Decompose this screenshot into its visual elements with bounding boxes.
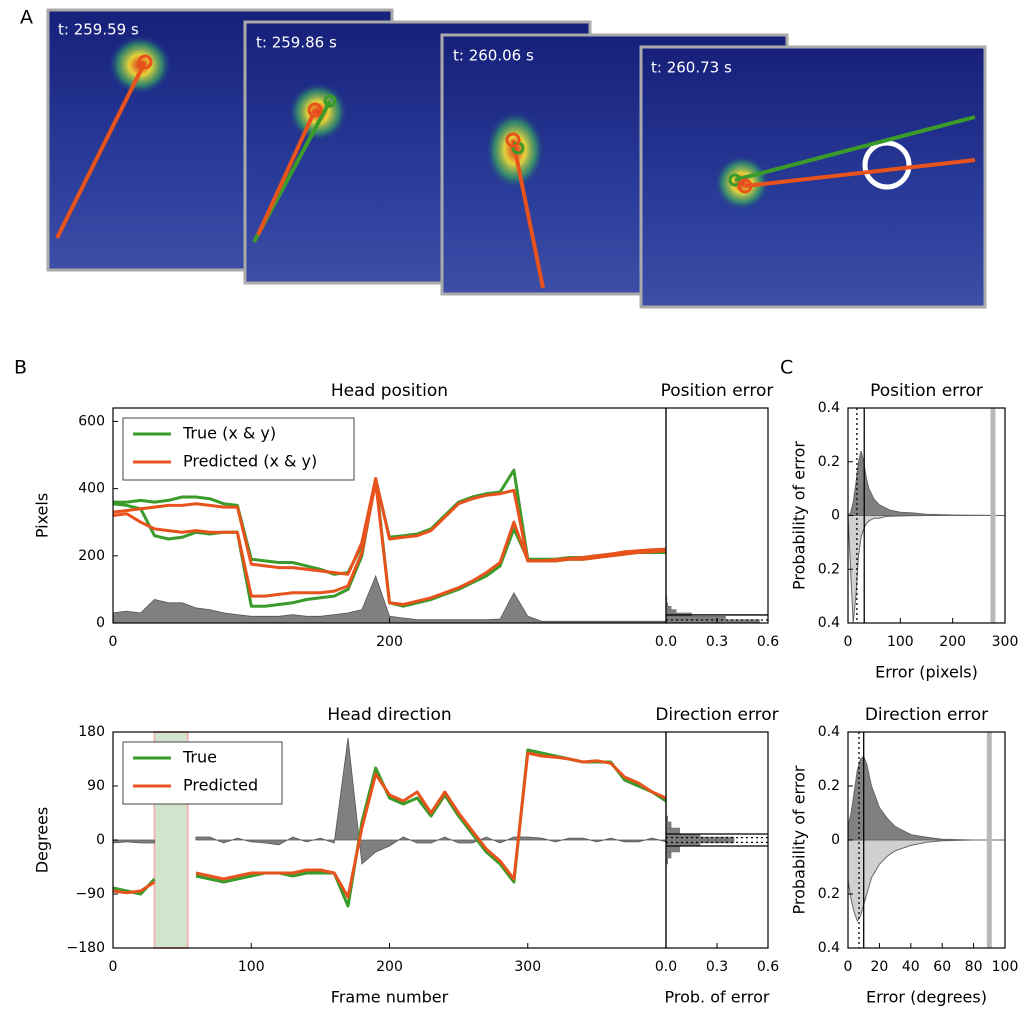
x-tick-label: 80: [965, 959, 983, 975]
x-tick-label: 0.3: [706, 959, 728, 975]
chart-title: Position error: [661, 381, 774, 401]
y-tick-label: 0: [831, 508, 840, 524]
frame-time: t: 259.86 s: [256, 34, 337, 52]
y-axis-label: Probability of error: [790, 765, 809, 914]
series-line: [112, 751, 667, 899]
panel-label: B: [14, 357, 27, 379]
y-tick-label: 0.2: [818, 778, 840, 794]
y-axis-label: Degrees: [33, 807, 52, 874]
x-tick-label: 100: [887, 634, 914, 650]
y-tick-label: 400: [78, 481, 105, 497]
chart-title: Head direction: [327, 705, 451, 725]
hist-bar: [665, 821, 672, 829]
y-tick-label: 0.4: [818, 940, 840, 956]
frame-time: t: 260.06 s: [453, 47, 534, 65]
y-axis-label: Pixels: [33, 493, 52, 538]
x-tick-label: 0: [844, 634, 853, 650]
y-tick-label: 0: [96, 615, 105, 631]
hist-bar: [665, 605, 672, 610]
y-tick-label: 600: [78, 413, 105, 429]
x-tick-label: 100: [992, 959, 1019, 975]
x-tick-label: 0.0: [655, 634, 677, 650]
x-tick-label: 300: [514, 959, 541, 975]
y-tick-label: 0: [96, 832, 105, 848]
x-axis-label: Error (pixels): [875, 663, 978, 682]
y-tick-label: 0: [831, 832, 840, 848]
legend-label: Predicted: [183, 776, 258, 795]
density-area: [847, 755, 1005, 841]
x-tick-label: 0.0: [655, 959, 677, 975]
x-tick-label: 20: [870, 959, 888, 975]
x-axis-label: Frame number: [331, 988, 449, 1007]
y-tick-label: 0.2: [818, 561, 840, 577]
x-tick-label: 0.3: [706, 634, 728, 650]
y-tick-label: 0.2: [818, 886, 840, 902]
x-tick-label: 40: [902, 959, 920, 975]
axes-frame: [665, 407, 769, 624]
y-tick-label: 90: [87, 778, 105, 794]
x-axis-label: Prob. of error: [665, 988, 770, 1007]
density-area: [846, 450, 1006, 516]
chart-title: Position error: [870, 381, 983, 401]
chart-title: Head position: [331, 381, 448, 401]
series-line: [112, 477, 667, 576]
chart-title: Direction error: [865, 705, 988, 725]
y-tick-label: 0.4: [818, 724, 840, 740]
hist-bar: [665, 851, 672, 859]
x-tick-label: 60: [933, 959, 951, 975]
hist-bar: [665, 609, 677, 614]
x-tick-label: 0: [109, 634, 118, 650]
x-tick-label: 100: [238, 959, 265, 975]
legend-box: [122, 417, 355, 481]
x-axis-label: Error (degrees): [866, 988, 987, 1007]
y-tick-label: 180: [78, 724, 105, 740]
x-tick-label: 0: [109, 959, 118, 975]
series-line: [112, 480, 667, 606]
legend-label: Predicted (x & y): [183, 452, 317, 471]
y-tick-label: 0.4: [818, 400, 840, 416]
panel-label: C: [780, 357, 793, 379]
x-tick-label: 300: [992, 634, 1019, 650]
chart-title: Direction error: [655, 705, 778, 725]
x-tick-label: 200: [939, 634, 966, 650]
x-tick-label: 0: [844, 959, 853, 975]
x-tick-label: 0.6: [757, 959, 779, 975]
legend-label: True (x & y): [182, 424, 276, 443]
y-axis-label: Probability of error: [790, 441, 809, 590]
hist-bar: [665, 845, 680, 853]
legend-box: [122, 741, 283, 805]
y-tick-label: −180: [67, 940, 105, 956]
legend-label: True: [182, 748, 217, 767]
y-tick-label: −90: [75, 886, 105, 902]
video-frame: t: 260.73 s: [639, 45, 987, 309]
x-tick-label: 200: [376, 634, 403, 650]
frame-time: t: 260.73 s: [651, 59, 732, 77]
hist-bar: [665, 827, 680, 835]
y-tick-label: 0.2: [818, 454, 840, 470]
y-tick-label: 200: [78, 548, 105, 564]
density-area: [847, 515, 1005, 624]
error-area: [112, 574, 667, 624]
frame-time: t: 259.59 s: [58, 21, 139, 39]
x-tick-label: 200: [376, 959, 403, 975]
x-tick-label: 0.6: [757, 634, 779, 650]
y-tick-label: 0.4: [818, 615, 840, 631]
density-area: [847, 839, 1005, 923]
panel-label: A: [20, 7, 33, 29]
